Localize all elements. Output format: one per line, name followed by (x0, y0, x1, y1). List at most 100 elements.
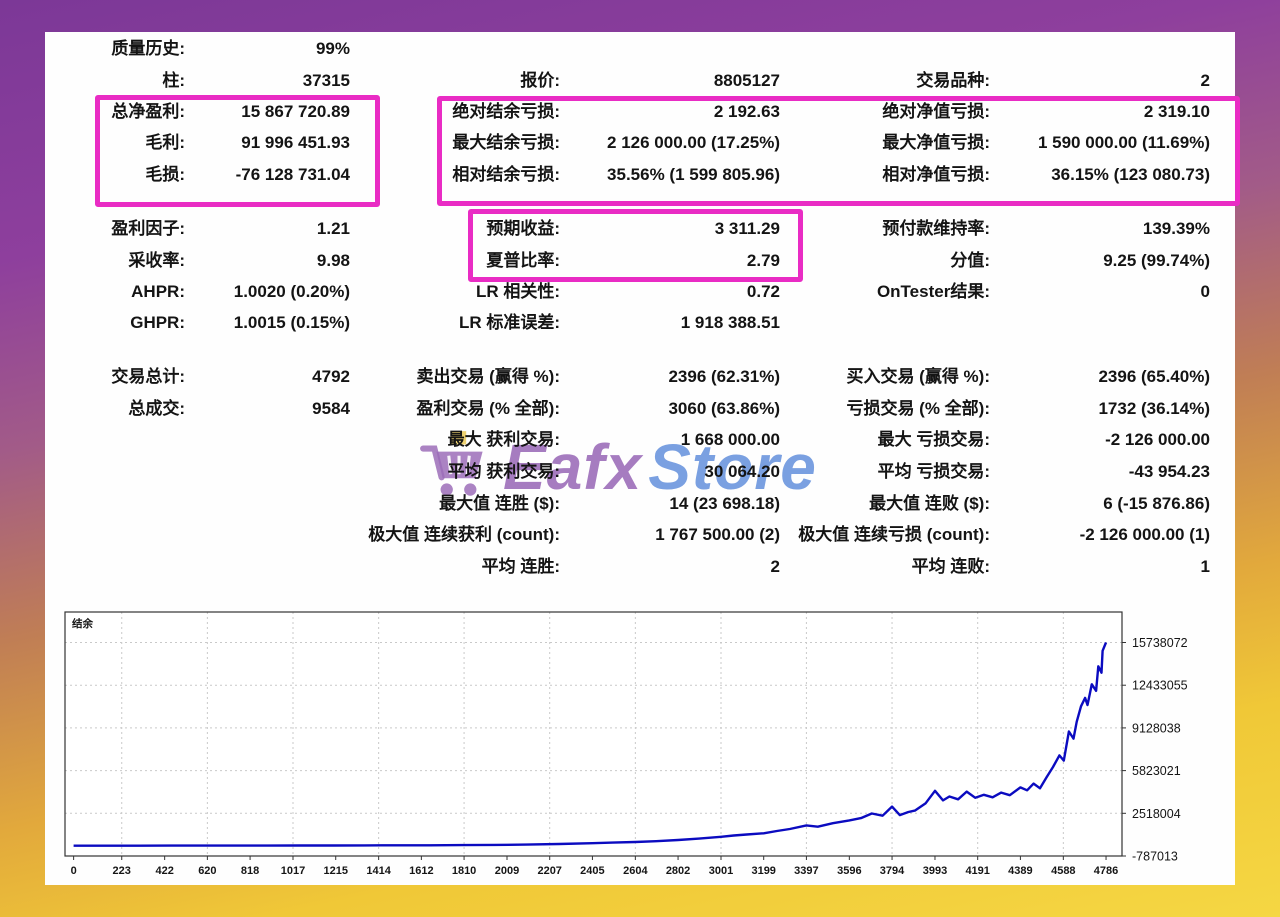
x-tick-label: 4191 (965, 865, 989, 877)
stat-label: 卖出交易 (赢得 %): (416, 367, 560, 386)
x-tick-label: 4389 (1008, 865, 1032, 877)
x-tick-label: 3794 (880, 865, 905, 877)
stat-value: 1.0015 (0.15%) (233, 313, 350, 332)
chart-plot-area (64, 611, 1123, 857)
x-tick-label: 1612 (409, 865, 433, 877)
stat-value: 1 590 000.00 (11.69%) (1037, 133, 1210, 152)
stat-value: 14 (23 698.18) (669, 494, 780, 513)
stat-label: 亏损交易 (% 全部): (846, 399, 990, 418)
stat-label: GHPR: (130, 313, 185, 332)
stat-row-left-5: 盈利因子: 1.21 (45, 217, 1235, 241)
stat-label: 绝对结余亏损: (452, 102, 560, 121)
stat-label: 预付款维持率: (882, 219, 990, 238)
stat-value: 2 319.10 (1143, 102, 1210, 121)
stat-row-right-12: 极大值 连续亏损 (count): -2 126 000.00 (1) (45, 523, 1235, 547)
stat-value: 2 (770, 557, 780, 576)
stat-row-right-1: 绝对净值亏损: 2 319.10 (45, 100, 1235, 124)
stat-value: -2 126 000.00 (1) (1079, 525, 1210, 544)
x-tick-label: 2207 (537, 865, 561, 877)
stat-label: 平均 连败: (911, 557, 990, 576)
stat-row-right-6: OnTester结果: 0 (45, 280, 1235, 304)
stat-label: 最大 亏损交易: (877, 430, 990, 449)
x-tick-label: 1810 (452, 865, 476, 877)
stat-row-left-8: GHPR: 1.0015 (0.15%) (45, 311, 1235, 335)
stat-label: 平均 获利交易: (447, 462, 560, 481)
stat-row-middle-6: LR 相关性: 0.72 (45, 280, 1235, 304)
stat-row-middle-1: 绝对结余亏损: 2 192.63 (45, 100, 1235, 124)
y-tick-label: 12433055 (1132, 679, 1188, 693)
y-tick-label: 5823021 (1132, 764, 1181, 778)
x-tick-label: 3397 (794, 865, 818, 877)
stat-value: 36.15% (123 080.73) (1051, 165, 1210, 184)
x-tick-label: 223 (113, 865, 131, 877)
watermark-text-secondary: Store (648, 431, 817, 503)
stat-label: 平均 连胜: (481, 557, 560, 576)
stat-value: 1732 (36.14%) (1098, 399, 1210, 418)
stat-value: 1.0020 (0.20%) (233, 282, 350, 301)
stat-value: 2396 (65.40%) (1098, 367, 1210, 386)
watermark-text-primary: Eafx (503, 431, 643, 503)
stat-row-right-11: 最大值 连败 ($): 6 (-15 876.86) (45, 492, 1235, 516)
stat-value: -2 126 000.00 (1105, 430, 1210, 449)
stat-label: 最大净值亏损: (882, 133, 990, 152)
x-tick-label: 2802 (666, 865, 690, 877)
stat-label: 最大结余亏损: (452, 133, 560, 152)
stat-row-middle-9: 盈利交易 (% 全部): 3060 (63.86%) (45, 397, 1235, 421)
stat-label: 平均 亏损交易: (877, 462, 990, 481)
stat-value: 2 (1200, 71, 1210, 90)
stat-label: 分值: (950, 251, 990, 270)
stat-label: 夏普比率: (486, 251, 560, 270)
stat-label: 最大值 连败 ($): (869, 494, 990, 513)
stat-row-middle-4: 预期收益: 3 311.29 (45, 217, 1235, 241)
stat-label: 交易总计: (111, 367, 185, 386)
stat-row-left-10: 总成交: 9584 (45, 397, 1235, 421)
stat-label: 极大值 连续获利 (count): (368, 525, 560, 544)
x-tick-label: 1215 (323, 865, 347, 877)
x-tick-label: 818 (241, 865, 259, 877)
stat-value: -43 954.23 (1128, 462, 1210, 481)
stat-row-right-3: 相对净值亏损: 36.15% (123 080.73) (45, 163, 1235, 187)
stat-row-middle-10: 最大 获利交易: 1 668 000.00 (45, 428, 1235, 452)
stat-row-middle-2: 最大结余亏损: 2 126 000.00 (17.25%) (45, 131, 1235, 155)
stat-row-left-9: 交易总计: 4792 (45, 365, 1235, 389)
stat-value: 3060 (63.86%) (668, 399, 780, 418)
x-tick-label: 4588 (1051, 865, 1075, 877)
x-tick-label: 0 (71, 865, 77, 877)
stat-row-right-7: 买入交易 (赢得 %): 2396 (65.40%) (45, 365, 1235, 389)
x-tick-label: 422 (155, 865, 173, 877)
stat-value: 91 996 451.93 (241, 133, 350, 152)
report-panel: Eafx Store 质量历史: 99% 柱: 37315 总净盈利: 15 867 72… (45, 32, 1240, 885)
stat-label: 总成交: (128, 399, 185, 418)
stat-label: 交易品种: (916, 71, 990, 90)
stat-value: -76 128 731.04 (235, 165, 350, 184)
series-label: 结余 (72, 617, 93, 630)
stat-label: 最大 获利交易: (447, 430, 560, 449)
y-tick-label: 15738072 (1132, 636, 1188, 650)
stat-row-left-6: 采收率: 9.98 (45, 249, 1235, 273)
stat-label: 相对净值亏损: (882, 165, 990, 184)
stat-label: 质量历史: (111, 39, 185, 58)
stat-label: 极大值 连续亏损 (count): (798, 525, 990, 544)
stat-value: 4792 (312, 367, 350, 386)
stat-row-middle-8: 卖出交易 (赢得 %): 2396 (62.31%) (45, 365, 1235, 389)
stat-label: 毛损: (145, 165, 185, 184)
stat-row-right-4: 预付款维持率: 139.39% (45, 217, 1235, 241)
stat-value: 9.25 (99.74%) (1103, 251, 1210, 270)
x-tick-label: 3001 (709, 865, 733, 877)
stat-row-left-7: AHPR: 1.0020 (0.20%) (45, 280, 1235, 304)
stat-row-left-0: 质量历史: 99% (45, 37, 1235, 61)
y-tick-label: 2518004 (1132, 807, 1181, 821)
x-tick-label: 3993 (923, 865, 947, 877)
x-tick-label: 2009 (495, 865, 519, 877)
stat-value: 2 192.63 (713, 102, 780, 121)
stat-value: 2 126 000.00 (17.25%) (607, 133, 780, 152)
x-tick-label: 620 (198, 865, 216, 877)
stat-label: LR 相关性: (475, 282, 560, 301)
stat-value: 1 767 500.00 (2) (655, 525, 780, 544)
stat-value: 9.98 (316, 251, 350, 270)
x-tick-label: 1414 (366, 865, 391, 877)
stat-label: 毛利: (145, 133, 185, 152)
stat-value: 8805127 (713, 71, 780, 90)
x-tick-label: 2604 (623, 865, 648, 877)
stat-value: 9584 (312, 399, 350, 418)
